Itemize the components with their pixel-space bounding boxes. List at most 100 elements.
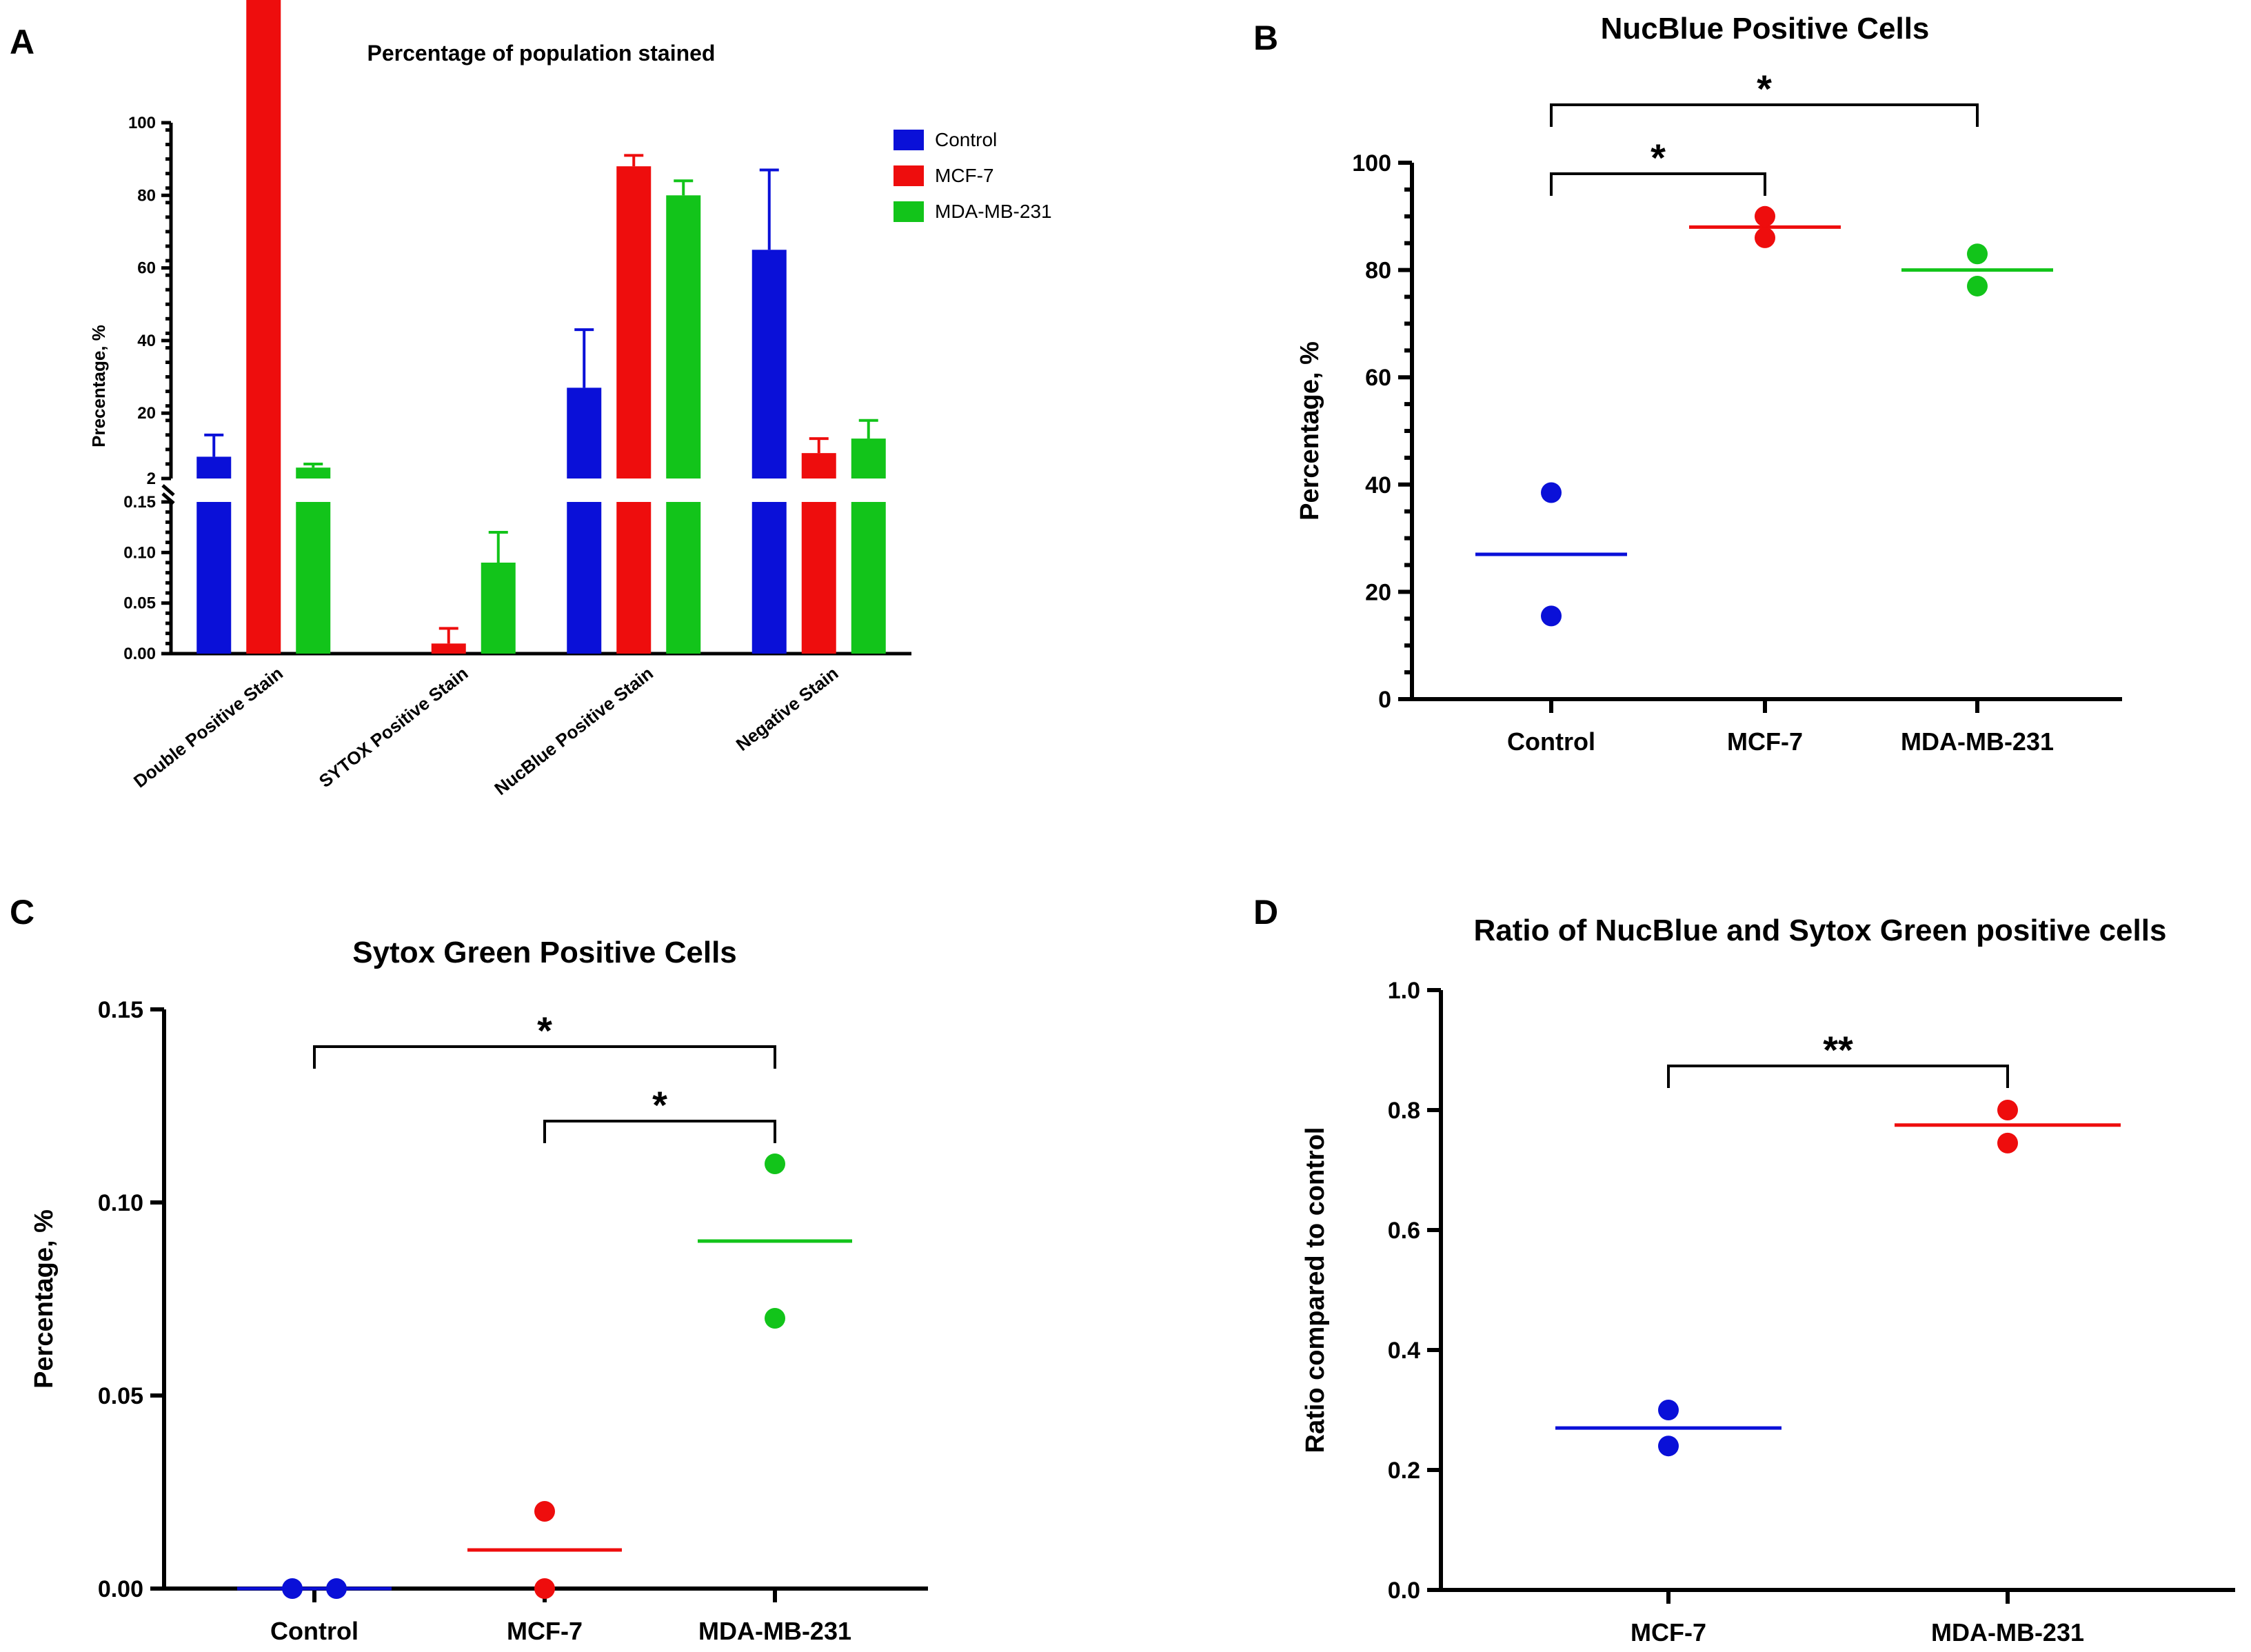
chart-a-bar <box>481 563 516 654</box>
chart-a-bar <box>431 643 466 654</box>
chart-c-significance-label: * <box>652 1083 667 1127</box>
chart-b-point <box>1755 205 1775 227</box>
panel-label-b: B <box>1253 19 1278 57</box>
chart-c-y-label: Percentage, % <box>30 1209 59 1389</box>
chart-a-bar-lower <box>851 502 886 654</box>
chart-c-category-label: MDA-MB-231 <box>698 1617 851 1645</box>
chart-c-ytick-label: 0.00 <box>98 1576 143 1602</box>
panel-c-chart: Sytox Green Positive Cells 0.00 0.05 0.10 0.… <box>30 936 928 1645</box>
chart-a-bar <box>567 387 602 479</box>
chart-c-significance-bracket <box>313 1045 776 1069</box>
chart-b-y-label: Percentage, % <box>1295 341 1324 521</box>
panel-b-chart: NucBlue Positive Cells 0 20 40 60 80 100 Percen… <box>1295 12 2122 756</box>
chart-d-category-label: MDA-MB-231 <box>1931 1618 2084 1646</box>
chart-d-title: Ratio of NucBlue and Sytox Green positiv… <box>1474 914 2167 947</box>
chart-d-ytick-label: 0.0 <box>1388 1578 1420 1604</box>
chart-b-point <box>1967 275 1988 296</box>
chart-a-legend-label: Control <box>935 129 997 150</box>
chart-c-point <box>534 1578 555 1599</box>
chart-b-ytick-label: 20 <box>1365 579 1391 605</box>
chart-d-significance-label: ** <box>1823 1028 1853 1071</box>
chart-a-ytick-label-lower: 0.05 <box>123 594 156 613</box>
chart-a-category-label: Negative Stain <box>732 663 842 755</box>
chart-b-significance-bracket <box>1550 172 1766 196</box>
chart-a-ytick-label-lower: 0.00 <box>123 645 156 663</box>
chart-d-point <box>1997 1100 2018 1120</box>
chart-d-ytick-label: 0.6 <box>1388 1218 1420 1244</box>
chart-d-ytick-label: 0.4 <box>1388 1338 1420 1364</box>
panel-label-a: A <box>10 23 34 61</box>
chart-d-point <box>1658 1436 1679 1457</box>
chart-a-bar <box>751 250 787 479</box>
chart-a-ytick-label-upper: 100 <box>128 114 156 132</box>
chart-a-ytick-label-upper: 40 <box>137 332 156 350</box>
panel-label-d: D <box>1253 893 1278 931</box>
chart-b-point <box>1541 482 1562 503</box>
chart-b-ytick-label: 0 <box>1378 687 1391 713</box>
chart-a-bar <box>666 195 701 479</box>
chart-c-significance-label: * <box>537 1009 552 1052</box>
panel-a-chart: Percentage of population stained 2 20 40 60 8… <box>88 0 1052 799</box>
chart-c-ytick-label: 0.15 <box>98 997 143 1023</box>
chart-a-bar-lower <box>666 502 701 654</box>
chart-a-y-label: Precentage, % <box>88 325 109 447</box>
chart-a-bar-lower <box>751 502 787 654</box>
chart-c-point <box>765 1154 785 1174</box>
chart-c-ytick-label: 0.10 <box>98 1190 143 1216</box>
chart-b-ytick-label: 80 <box>1365 258 1391 284</box>
chart-b-ytick-label: 100 <box>1352 150 1391 177</box>
chart-b-category-label: MDA-MB-231 <box>1901 727 2054 756</box>
chart-a-bar <box>246 0 281 654</box>
chart-c-point <box>282 1578 303 1599</box>
chart-b-ytick-label: 60 <box>1365 365 1391 391</box>
panel-label-c: C <box>10 893 34 931</box>
chart-c-point <box>326 1578 347 1599</box>
chart-d-y-label: Ratio compared to control <box>1301 1127 1330 1453</box>
chart-a-ytick-label-upper: 20 <box>137 404 156 423</box>
chart-a-bar-lower <box>616 502 652 654</box>
chart-a-bar <box>801 453 836 479</box>
chart-a-bar <box>616 166 652 479</box>
chart-a-ytick-label-upper: 80 <box>137 186 156 205</box>
chart-c-category-label: Control <box>270 1617 359 1645</box>
chart-a-bar <box>851 439 886 479</box>
chart-b-point <box>1967 243 1988 265</box>
chart-a-legend-swatch <box>894 165 924 186</box>
chart-c-title: Sytox Green Positive Cells <box>352 936 737 969</box>
chart-a-bar <box>296 467 331 479</box>
chart-c-point <box>534 1501 555 1522</box>
chart-b-significance-label: * <box>1757 67 1772 110</box>
chart-c-ytick-label: 0.05 <box>98 1383 143 1409</box>
chart-a-ytick-label-upper: 2 <box>147 470 156 488</box>
chart-a-ytick-label-lower: 0.15 <box>123 493 156 512</box>
chart-a-axis-break <box>161 484 175 505</box>
chart-d-category-label: MCF-7 <box>1631 1618 1706 1646</box>
chart-a-category-label: Double Positive Stain <box>130 663 287 792</box>
chart-b-category-label: MCF-7 <box>1727 727 1803 756</box>
chart-b-category-label: Control <box>1507 727 1595 756</box>
chart-a-bar-lower <box>801 502 836 654</box>
chart-a-category-label: NucBlue Positive Stain <box>490 663 657 799</box>
chart-b-significance-bracket <box>1550 103 1979 127</box>
chart-a-title: Percentage of population stained <box>367 41 716 66</box>
chart-b-title: NucBlue Positive Cells <box>1601 12 1930 46</box>
chart-b-ytick-label: 40 <box>1365 472 1391 498</box>
chart-b-point <box>1755 227 1775 248</box>
chart-d-point <box>1658 1400 1679 1420</box>
chart-a-ytick-label-upper: 60 <box>137 259 156 278</box>
chart-a-category-label: SYTOX Positive Stain <box>315 663 472 792</box>
chart-a-bar-lower <box>196 502 232 654</box>
chart-d-point <box>1997 1132 2018 1154</box>
chart-c-category-label: MCF-7 <box>507 1617 583 1645</box>
chart-d-significance-bracket <box>1667 1065 2009 1088</box>
chart-b-point <box>1541 605 1562 627</box>
chart-a-bar <box>196 456 232 479</box>
chart-c-significance-bracket <box>543 1120 776 1143</box>
chart-a-legend-swatch <box>894 201 924 222</box>
chart-a-bar-lower <box>567 502 602 654</box>
chart-d-ytick-label: 0.2 <box>1388 1458 1420 1484</box>
chart-b-significance-label: * <box>1651 136 1666 179</box>
chart-d-ytick-label: 0.8 <box>1388 1098 1420 1124</box>
chart-a-ytick-label-lower: 0.10 <box>123 543 156 562</box>
